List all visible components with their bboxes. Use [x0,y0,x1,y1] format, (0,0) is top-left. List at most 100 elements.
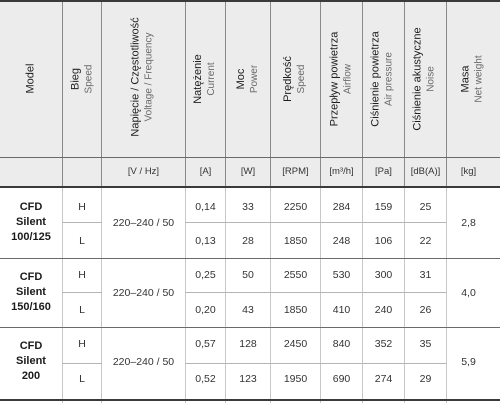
noise-cell: 29 [419,373,432,385]
column-divider [320,0,321,187]
airflow-cell: 690 [332,373,351,385]
speed-row-divider [62,292,446,293]
speed-cell: L [79,304,85,316]
rpm-cell: 1950 [283,373,308,385]
rpm-cell: 2450 [283,338,308,350]
noise-cell: 25 [419,201,432,213]
column-divider [185,187,186,403]
table-header-background [0,0,500,187]
weight-cell: 2,8 [461,217,476,229]
model-name: CFD Silent 100/125 [0,200,62,245]
header-noise-pl: Ciśnienie akustyczne [412,26,424,131]
header-power: Moc Power [225,2,271,155]
weight-cell: 5,9 [461,356,476,368]
column-divider [362,187,363,403]
pressure-cell: 240 [374,304,393,316]
header-rpm: Prędkość Speed [272,2,318,155]
voltage-cell: 220–240 / 50 [112,217,175,229]
header-power-pl: Moc [234,68,247,89]
header-bottom-rule [0,186,500,188]
unit-pressure: [Pa] [375,166,392,177]
header-voltage: Napięcie / Częstotliwość Voltage / Freque… [120,0,166,153]
header-pressure-pl: Ciśnienie powietrza [370,30,383,127]
speed-cell: H [78,201,86,213]
unit-power: [W] [240,166,256,177]
header-airflow-pl: Przepływ powietrza [328,31,341,126]
header-airflow: Przepływ powietrza Airflow [318,2,364,155]
voltage-cell: 220–240 / 50 [112,287,175,299]
power-cell: 123 [239,373,257,385]
column-divider [404,187,405,403]
model-name-line: CFD [19,271,43,283]
group-divider [0,327,500,328]
current-cell: 0,14 [195,201,216,213]
header-pressure: Ciśnienie powietrza Air pressure [360,2,406,155]
speed-cell: H [78,269,86,281]
header-weight: Masa Net weight [450,2,496,155]
voltage-cell-mask [102,222,185,223]
weight-cell: 4,0 [461,287,476,299]
rpm-cell: 1850 [283,235,308,247]
speed-row-divider [62,222,446,223]
pressure-cell: 106 [374,235,393,247]
header-power-en: Power [248,64,260,93]
current-cell: 0,52 [195,373,216,385]
header-rpm-en: Speed [295,64,307,93]
header-airflow-en: Airflow [342,63,354,94]
column-divider [225,0,226,187]
airflow-cell: 410 [332,304,351,316]
group-divider [0,258,500,259]
table-bottom-rule [0,399,500,401]
header-unit-rule [0,157,500,158]
rpm-cell: 1850 [283,304,308,316]
unit-weight: [kg] [460,166,477,177]
unit-noise: [dB(A)] [410,166,441,177]
speed-cell: L [79,373,85,385]
column-divider [62,0,63,187]
airflow-cell: 840 [332,338,351,350]
column-divider [62,187,63,403]
pressure-cell: 159 [374,201,393,213]
column-divider [270,187,271,403]
header-speed-pl: Bieg [68,67,81,90]
column-divider [101,187,102,403]
header-current-en: Current [206,61,218,96]
power-cell: 28 [242,235,254,247]
airflow-cell: 248 [332,235,351,247]
header-model-label: Model [24,63,37,94]
column-divider [225,187,226,403]
unit-voltage: [V / Hz] [127,166,160,177]
header-noise: Ciśnienie akustyczne Noise [402,2,448,155]
power-cell: 128 [239,338,257,350]
pressure-cell: 352 [374,338,393,350]
power-cell: 33 [242,201,254,213]
model-name-line: 100/125 [11,231,51,243]
unit-airflow: [m³/h] [329,166,354,177]
model-name-line: 150/160 [11,301,51,313]
speed-cell: H [78,338,86,350]
rpm-cell: 2250 [283,201,308,213]
pressure-cell: 300 [374,269,393,281]
speed-cell: L [79,235,85,247]
noise-cell: 26 [419,304,432,316]
current-cell: 0,57 [195,338,216,350]
noise-cell: 35 [419,338,432,350]
voltage-cell-mask [102,292,185,293]
column-divider [185,0,186,187]
header-current: Natężenie Current [182,2,228,155]
power-cell: 43 [242,304,254,316]
pressure-cell: 274 [374,373,393,385]
speed-row-divider [62,363,446,364]
voltage-cell: 220–240 / 50 [112,356,175,368]
airflow-cell: 530 [332,269,351,281]
current-cell: 0,20 [195,304,216,316]
current-cell: 0,13 [195,235,216,247]
table-top-rule [0,0,500,2]
current-cell: 0,25 [195,269,216,281]
header-weight-pl: Masa [460,65,472,92]
header-voltage-pl: Napięcie / Częstotliwość [130,16,142,137]
model-name-line: CFD [19,340,43,352]
unit-current: [A] [199,166,212,177]
model-name-line: Silent [16,355,46,367]
